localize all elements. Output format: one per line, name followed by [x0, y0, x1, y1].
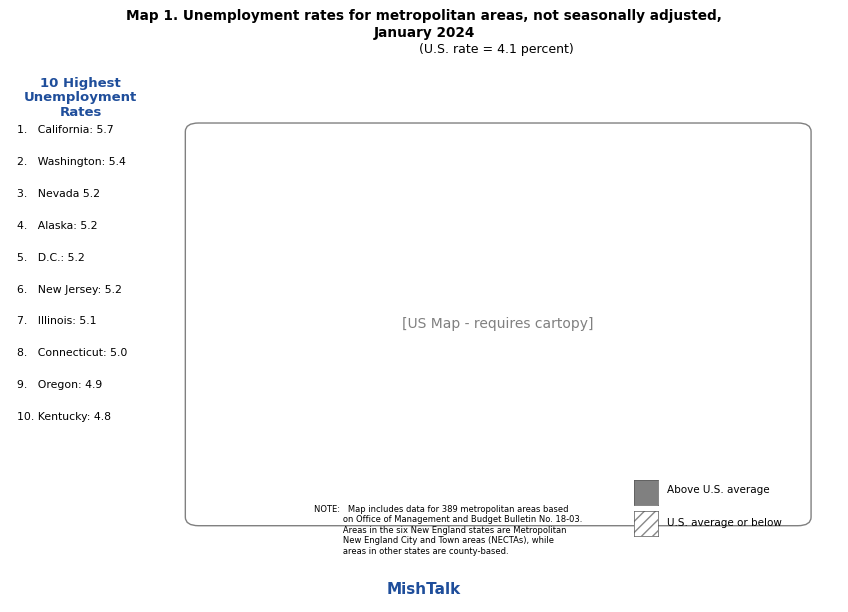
Text: 3.   Nevada 5.2: 3. Nevada 5.2 [17, 189, 100, 199]
Text: 5.   D.C.: 5.2: 5. D.C.: 5.2 [17, 253, 85, 263]
Text: 2.   Washington: 5.4: 2. Washington: 5.4 [17, 157, 126, 167]
Text: NOTE:   Map includes data for 389 metropolitan areas based
           on Office : NOTE: Map includes data for 389 metropol… [314, 505, 582, 556]
FancyBboxPatch shape [186, 123, 811, 526]
Text: 6.   New Jersey: 5.2: 6. New Jersey: 5.2 [17, 285, 122, 294]
Text: 9.   Oregon: 4.9: 9. Oregon: 4.9 [17, 380, 103, 390]
Text: MishTalk: MishTalk [387, 581, 461, 597]
Text: 10 Highest
Unemployment
Rates: 10 Highest Unemployment Rates [24, 76, 137, 119]
Text: [US Map - requires cartopy]: [US Map - requires cartopy] [403, 318, 594, 331]
Text: 10. Kentucky: 4.8: 10. Kentucky: 4.8 [17, 412, 111, 422]
Text: 4.   Alaska: 5.2: 4. Alaska: 5.2 [17, 221, 98, 231]
Text: 8.   Connecticut: 5.0: 8. Connecticut: 5.0 [17, 348, 127, 358]
Text: U.S. average or below: U.S. average or below [667, 518, 781, 528]
Text: Above U.S. average: Above U.S. average [667, 485, 769, 494]
Text: January 2024: January 2024 [373, 26, 475, 40]
Text: 1.   California: 5.7: 1. California: 5.7 [17, 125, 114, 135]
Text: 7.   Illinois: 5.1: 7. Illinois: 5.1 [17, 316, 97, 326]
Text: (U.S. rate = 4.1 percent): (U.S. rate = 4.1 percent) [419, 43, 573, 56]
Text: Map 1. Unemployment rates for metropolitan areas, not seasonally adjusted,: Map 1. Unemployment rates for metropolit… [126, 9, 722, 23]
